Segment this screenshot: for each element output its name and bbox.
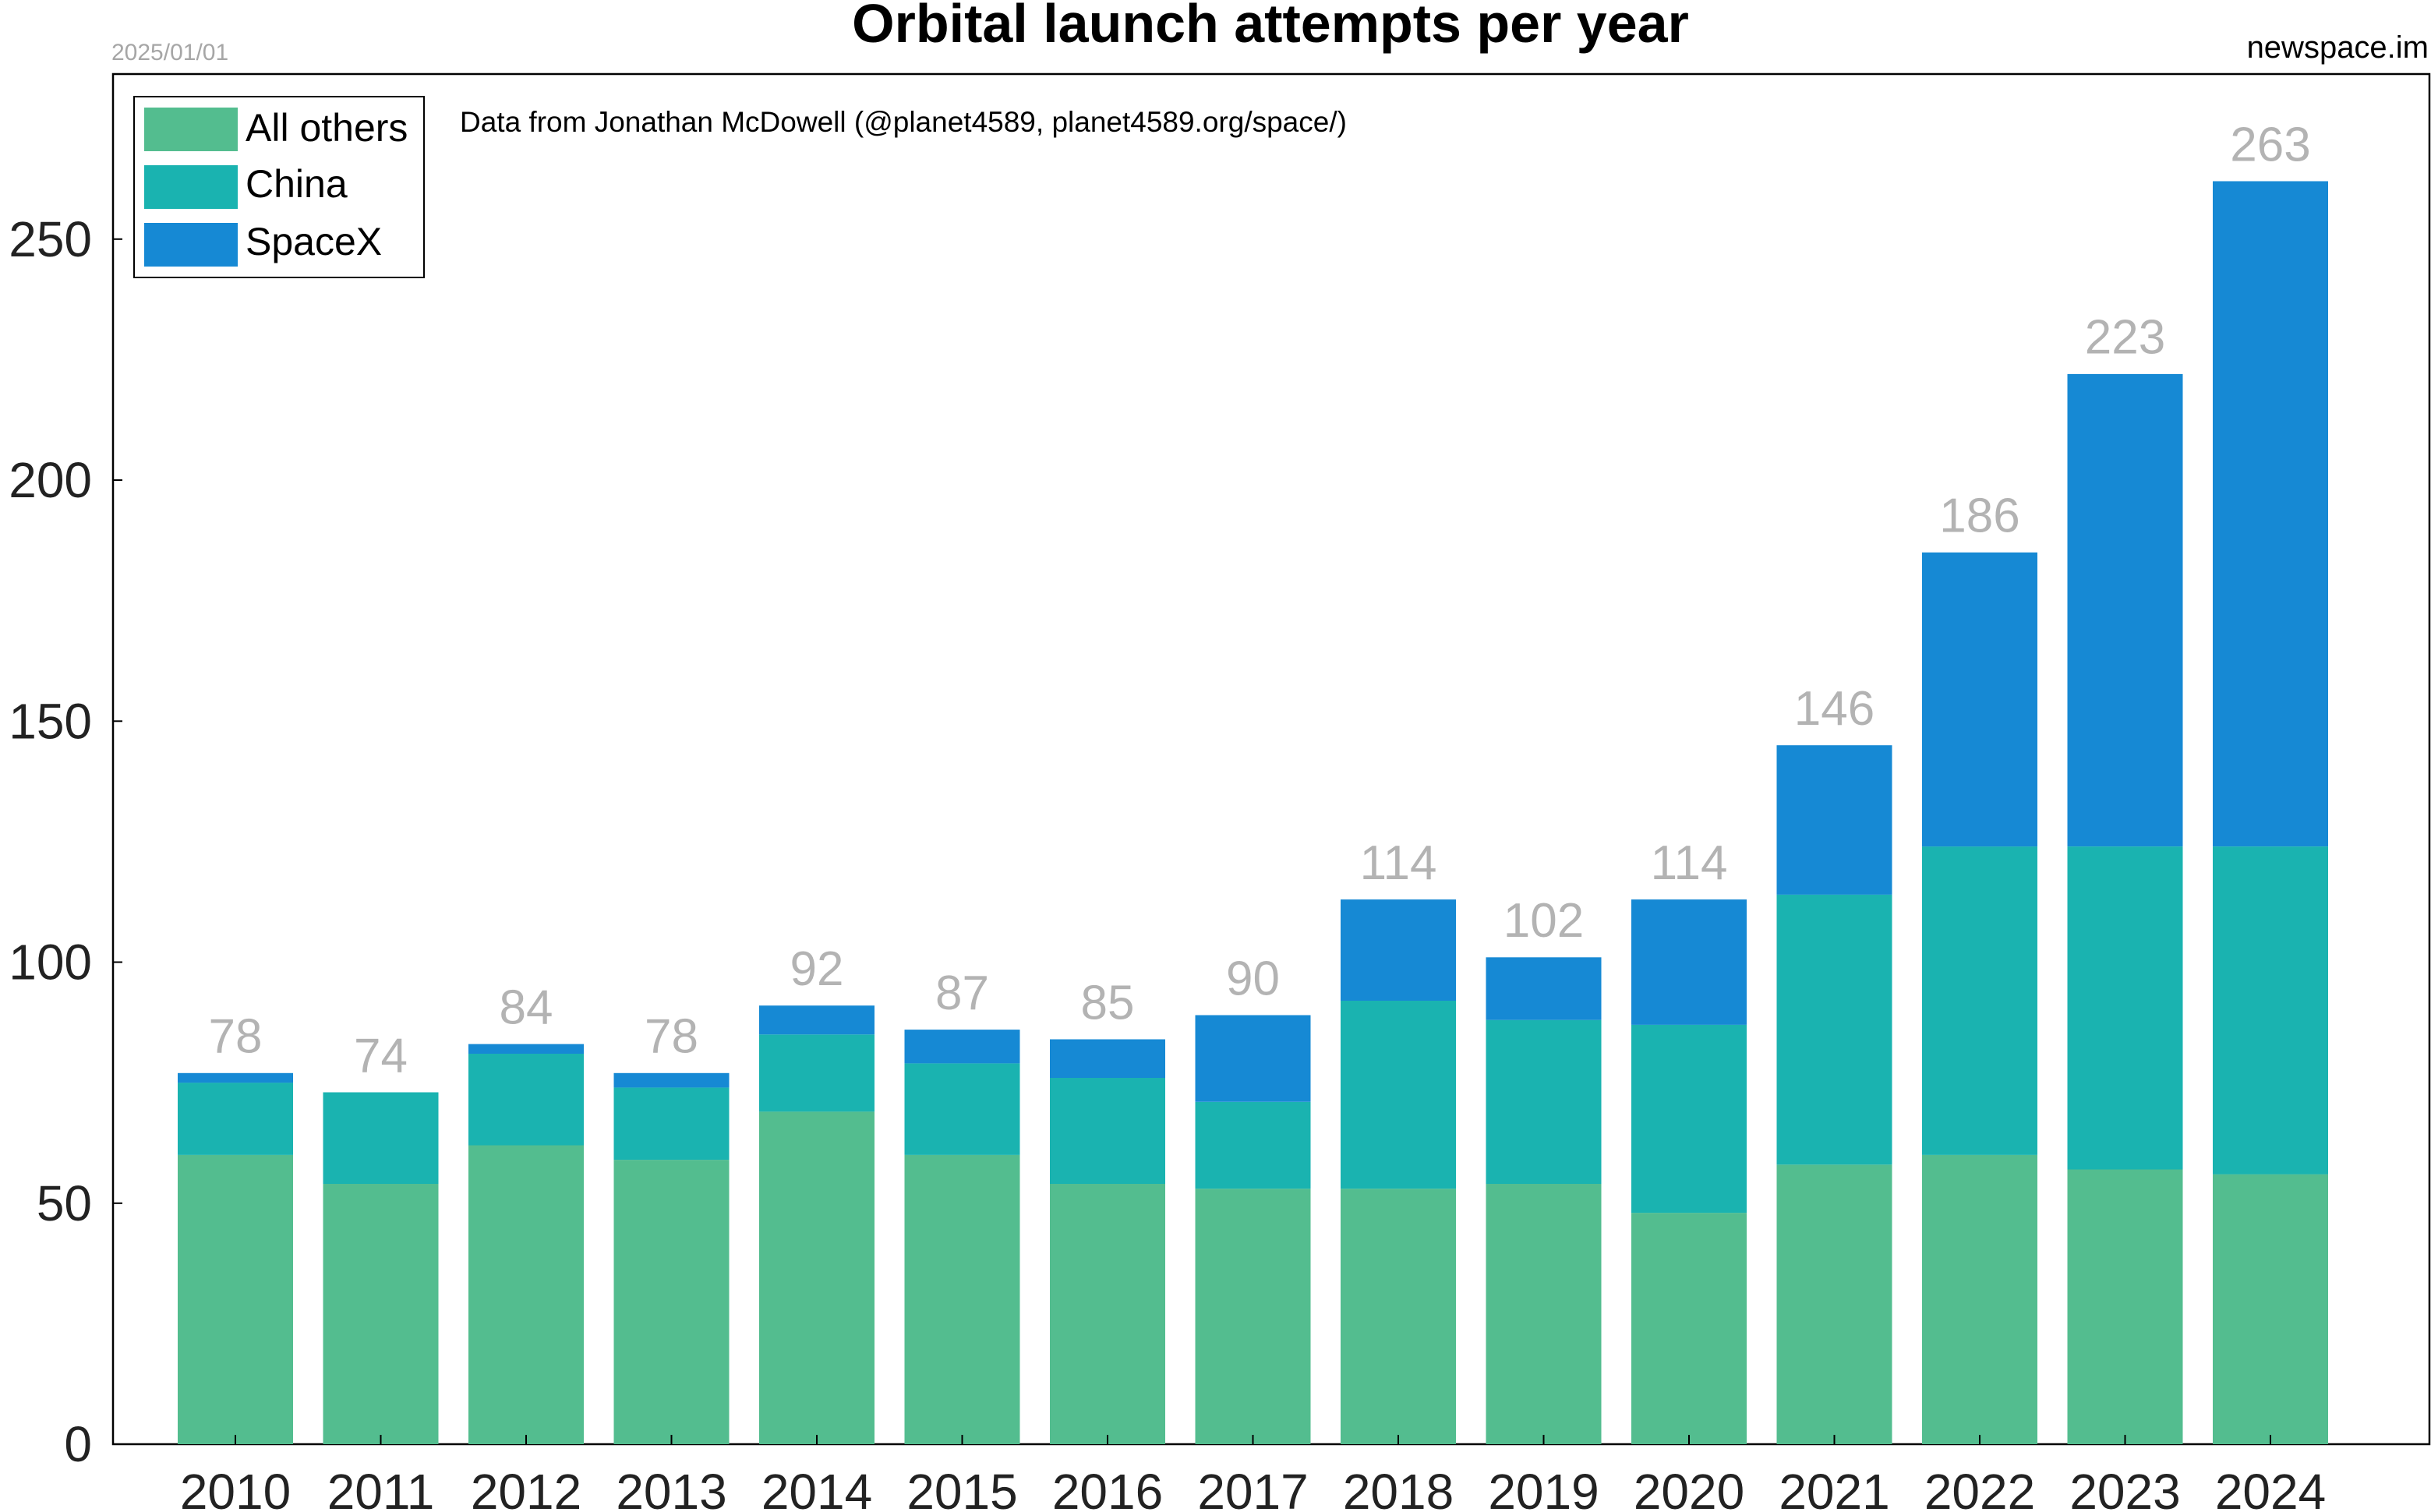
- x-tick-2019: 2019: [1488, 1464, 1599, 1512]
- legend-swatch-all-others: [144, 108, 238, 151]
- total-label-2010: 78: [209, 1010, 263, 1064]
- bar-2022-spacex: [1922, 552, 2037, 847]
- bar-2014-spacex: [759, 1005, 875, 1035]
- x-tick-2022: 2022: [1924, 1464, 2035, 1512]
- bar-2016-all-others: [1050, 1184, 1165, 1444]
- bar-2012-china: [468, 1054, 584, 1146]
- total-label-2016: 85: [1081, 976, 1135, 1030]
- bar-2020-all-others: [1631, 1213, 1747, 1444]
- x-tick-2010: 2010: [180, 1464, 291, 1512]
- bars-layer: [178, 181, 2328, 1444]
- legend-swatch-china: [144, 165, 238, 209]
- bar-2015-spacex: [904, 1030, 1020, 1064]
- y-tick-50: 50: [37, 1175, 92, 1231]
- total-label-2013: 78: [645, 1010, 698, 1064]
- bar-2011-china: [323, 1092, 439, 1184]
- x-tick-2023: 2023: [2069, 1464, 2180, 1512]
- bar-2016-spacex: [1050, 1039, 1165, 1078]
- legend: All others China SpaceX: [133, 96, 425, 278]
- bar-2017-china: [1195, 1101, 1311, 1189]
- legend-label-all-others: All others: [246, 106, 408, 150]
- y-tick-100: 100: [9, 934, 92, 991]
- x-tick-2014: 2014: [761, 1464, 872, 1512]
- legend-label-china: China: [246, 162, 348, 206]
- bar-2010-china: [178, 1083, 293, 1155]
- chart-title: Orbital launch attempts per year: [852, 0, 1689, 54]
- bar-2024-china: [2213, 846, 2328, 1175]
- bar-2022-all-others: [1922, 1154, 2037, 1444]
- bar-2021-china: [1776, 894, 1892, 1165]
- bar-2019-spacex: [1486, 957, 1602, 1020]
- bar-2013-china: [613, 1087, 730, 1160]
- bar-2020-spacex: [1631, 899, 1747, 1025]
- bar-2012-spacex: [468, 1044, 584, 1054]
- total-label-2018: 114: [1360, 836, 1437, 890]
- bar-2021-all-others: [1776, 1164, 1892, 1444]
- total-label-2014: 92: [790, 942, 844, 996]
- x-tick-2017: 2017: [1197, 1464, 1308, 1512]
- total-label-2019: 102: [1503, 894, 1584, 948]
- bar-2014-all-others: [759, 1111, 875, 1444]
- y-tick-0: 0: [64, 1416, 92, 1472]
- bar-2024-all-others: [2213, 1174, 2328, 1444]
- bar-2023-spacex: [2067, 373, 2183, 846]
- bar-2017-spacex: [1195, 1015, 1311, 1102]
- total-label-2012: 84: [500, 981, 553, 1035]
- x-tick-2020: 2020: [1634, 1464, 1744, 1512]
- total-label-2024: 263: [2230, 118, 2310, 171]
- total-label-2020: 114: [1651, 836, 1728, 890]
- total-label-2011: 74: [354, 1029, 408, 1083]
- x-axis-ticks: 2010 2011 2012 2013 2014 2015 2016 2017 2018 2019…: [180, 1435, 2326, 1512]
- x-tick-2021: 2021: [1779, 1464, 1889, 1512]
- y-tick-150: 150: [9, 693, 92, 749]
- bar-2023-all-others: [2067, 1169, 2183, 1444]
- bar-2014-china: [759, 1034, 875, 1112]
- date-stamp: 2025/01/01: [111, 40, 228, 65]
- bar-2010-all-others: [178, 1154, 293, 1444]
- source-site-label: newspace.im: [2247, 30, 2429, 65]
- bar-2021-spacex: [1776, 745, 1892, 895]
- bar-2020-china: [1631, 1024, 1747, 1213]
- bar-2023-china: [2067, 846, 2183, 1170]
- bar-2013-all-others: [613, 1160, 730, 1444]
- x-tick-2013: 2013: [616, 1464, 726, 1512]
- total-label-2021: 146: [1794, 682, 1874, 736]
- bar-2016-china: [1050, 1077, 1165, 1184]
- bar-2018-china: [1341, 1001, 1456, 1189]
- total-label-2022: 186: [1939, 489, 2019, 543]
- bar-2013-spacex: [613, 1072, 730, 1088]
- bar-2017-all-others: [1195, 1189, 1311, 1444]
- total-labels-layer: 78 74 84 78 92 87 85 90 114 102 114 146 186 223 263: [209, 118, 2311, 1083]
- bar-2024-spacex: [2213, 181, 2328, 846]
- y-tick-250: 250: [9, 211, 92, 267]
- bar-2010-spacex: [178, 1072, 293, 1083]
- x-tick-2012: 2012: [471, 1464, 581, 1512]
- bar-2019-china: [1486, 1019, 1602, 1184]
- bar-2011-all-others: [323, 1184, 439, 1444]
- bar-2012-all-others: [468, 1145, 584, 1444]
- y-axis-ticks: 0 50 100 150 200 250: [9, 211, 122, 1472]
- x-tick-2011: 2011: [327, 1464, 435, 1512]
- x-tick-2015: 2015: [906, 1464, 1017, 1512]
- y-tick-200: 200: [9, 452, 92, 508]
- data-credit: Data from Jonathan McDowell (@planet4589…: [460, 106, 1347, 138]
- total-label-2015: 87: [935, 966, 989, 1020]
- bar-2015-all-others: [904, 1154, 1020, 1444]
- bar-2018-all-others: [1341, 1189, 1456, 1444]
- total-label-2023: 223: [2085, 311, 2165, 365]
- x-tick-2018: 2018: [1343, 1464, 1454, 1512]
- x-tick-2016: 2016: [1052, 1464, 1163, 1512]
- bar-2019-all-others: [1486, 1184, 1602, 1444]
- bar-2018-spacex: [1341, 899, 1456, 1001]
- x-tick-2024: 2024: [2215, 1464, 2326, 1512]
- total-label-2017: 90: [1226, 952, 1280, 1005]
- bar-2015-china: [904, 1063, 1020, 1155]
- legend-label-spacex: SpaceX: [246, 220, 382, 263]
- bar-2022-china: [1922, 846, 2037, 1155]
- legend-swatch-spacex: [144, 223, 238, 267]
